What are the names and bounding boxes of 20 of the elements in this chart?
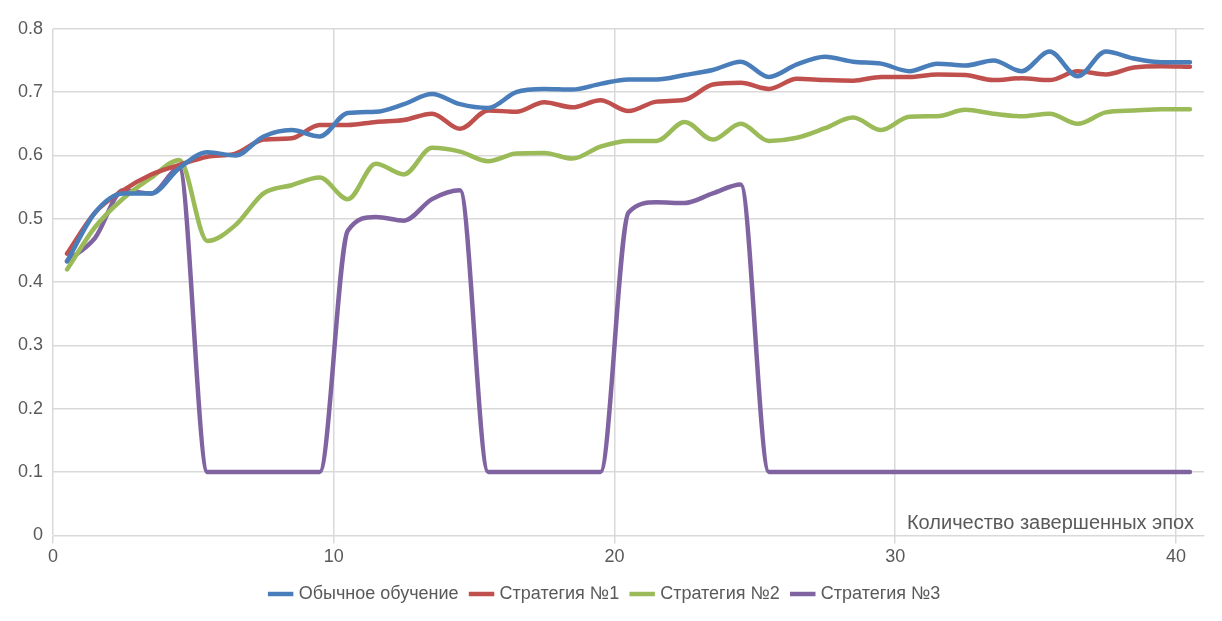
- legend-label: Обычное обучение: [298, 582, 459, 603]
- y-tick-label: 0: [33, 524, 44, 545]
- x-tick-label: 30: [885, 546, 906, 567]
- y-tick-label: 0.7: [17, 81, 44, 102]
- legend-label: Стратегия №2: [660, 582, 780, 603]
- x-tick-label: 20: [604, 546, 625, 567]
- y-tick-label: 0.5: [17, 207, 44, 228]
- x-tick-label: 10: [323, 546, 344, 567]
- y-tick-label: 0.2: [17, 397, 44, 418]
- x-tick-label: 40: [1165, 546, 1186, 567]
- y-tick-label: 0.1: [17, 461, 44, 482]
- x-axis-title: Количество завершенных эпох: [906, 510, 1194, 533]
- legend-label: Стратегия №3: [820, 582, 941, 603]
- line-series: [64, 106, 1193, 272]
- y-tick-label: 0.6: [17, 144, 44, 165]
- y-tick-label: 0.3: [17, 334, 44, 355]
- y-tick-label: 0.8: [17, 17, 44, 38]
- y-tick-label: 0.4: [17, 271, 44, 292]
- legend-label: Стратегия №1: [499, 582, 620, 603]
- x-tick-label: 0: [48, 546, 59, 567]
